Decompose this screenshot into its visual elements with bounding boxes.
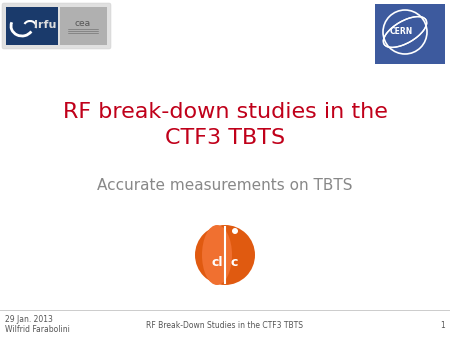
Text: cl: cl: [211, 257, 223, 269]
Text: cea: cea: [75, 20, 91, 28]
Text: RF break-down studies in the
CTF3 TBTS: RF break-down studies in the CTF3 TBTS: [63, 102, 387, 148]
Text: 1: 1: [440, 320, 445, 330]
Bar: [375, 4, 445, 64]
Text: CERN: CERN: [389, 27, 413, 37]
Bar: [6, 7, 58, 45]
Ellipse shape: [202, 225, 232, 285]
Circle shape: [232, 228, 238, 234]
Text: Accurate measurements on TBTS: Accurate measurements on TBTS: [97, 177, 353, 193]
FancyBboxPatch shape: [2, 3, 111, 49]
Text: Wilfrid Farabolini: Wilfrid Farabolini: [5, 325, 70, 335]
Circle shape: [195, 225, 255, 285]
Text: 29 Jan. 2013: 29 Jan. 2013: [5, 315, 53, 324]
Text: Irfu: Irfu: [34, 20, 56, 30]
Text: RF Break-Down Studies in the CTF3 TBTS: RF Break-Down Studies in the CTF3 TBTS: [147, 320, 303, 330]
Text: c: c: [230, 257, 238, 269]
Bar: [60, 7, 107, 45]
